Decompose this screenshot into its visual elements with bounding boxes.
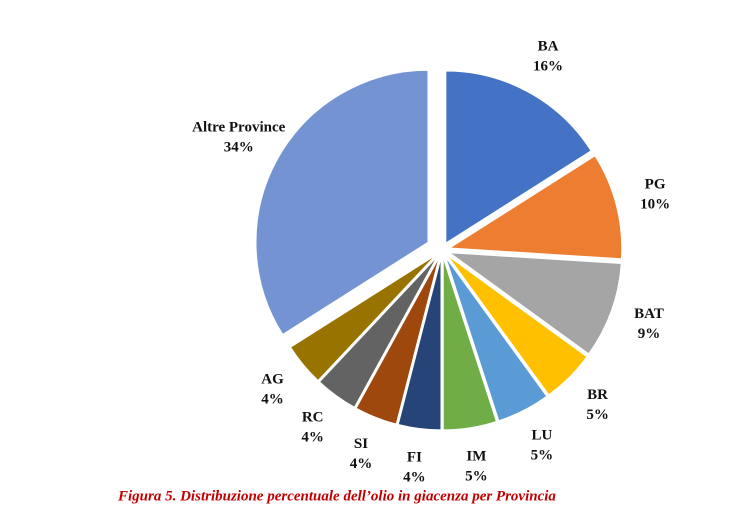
pie-slice [448,155,623,260]
pie-slice [447,252,622,355]
value-label: 5% [465,469,488,485]
value-label: 9% [638,326,661,342]
pie-slice [442,257,498,431]
value-label: 4% [350,456,373,472]
value-label: 4% [261,392,284,408]
caption: Figura 5. Distribuzione percentuale dell… [117,488,556,504]
value-label: 5% [586,407,609,423]
pie-slice [289,254,437,382]
slice-label: IM [466,449,486,465]
pie-slice [355,257,440,425]
slice-label: PG [645,177,666,193]
slice-label: BA [538,39,559,55]
slice-label: RC [302,409,324,425]
value-label: 4% [403,470,426,486]
value-label: 10% [640,197,670,213]
slice-label: Altre Province [192,120,286,136]
pie-slice [318,256,438,408]
pie-slice [445,70,592,244]
pie-slice [445,256,548,422]
slice-label: SI [354,436,368,452]
slice-label: LU [531,427,552,443]
value-label: 5% [531,447,554,463]
value-label: 4% [301,429,324,445]
slice-label: FI [407,450,422,466]
pie-slice [447,255,588,396]
slice-label: BAT [634,306,664,322]
pie-slice [255,69,429,336]
value-label: 34% [224,140,254,156]
value-label: 16% [533,59,563,75]
pie-slice [397,257,442,431]
slice-label: AG [261,372,284,388]
slice-label: BR [587,387,608,403]
